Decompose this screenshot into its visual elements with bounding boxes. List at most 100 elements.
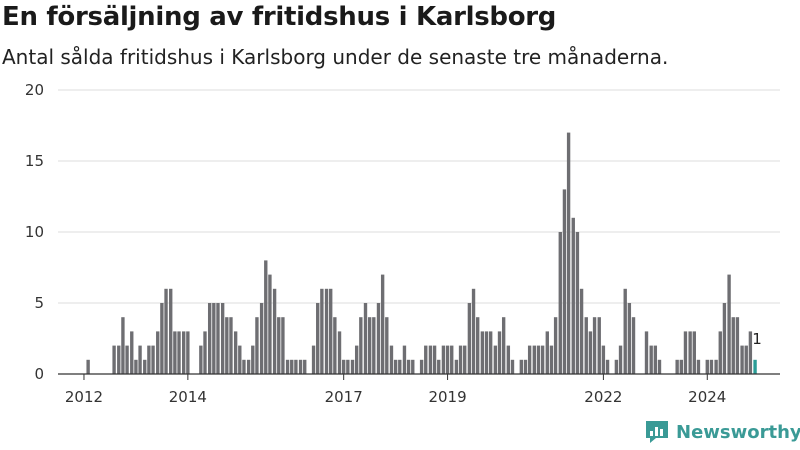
bar [631,317,636,374]
bar [303,359,307,374]
bar [601,345,606,374]
bar [393,359,398,374]
bar [540,345,545,374]
bar [579,288,584,374]
bar [324,288,329,374]
bar [220,303,225,374]
bar [320,288,324,374]
bar [117,345,121,374]
bar [337,331,342,374]
bar [532,345,537,374]
bar [549,345,554,374]
bar [649,345,653,374]
bar [264,260,268,374]
x-tick-label: 2019 [428,388,466,406]
bar [424,345,428,374]
bar [506,345,511,374]
bar-data-label: 1 [752,330,762,348]
bar [182,331,186,374]
x-tick-label: 2022 [584,388,622,406]
bar [86,359,90,374]
bar [709,359,714,374]
bar [255,317,259,374]
bar [290,359,294,374]
bar [519,359,524,374]
bar [657,359,662,374]
bar [705,359,709,374]
bar [207,303,212,374]
bar [177,331,181,374]
y-tick-label: 20 [25,81,44,99]
bar [445,345,450,374]
bar [346,359,350,374]
bar [316,303,320,374]
y-tick-label: 15 [25,152,44,170]
bar [151,345,155,374]
bar [476,317,480,374]
bar [233,331,238,374]
bar [385,317,389,374]
bar [718,331,722,374]
bar [246,359,251,374]
bar [605,359,610,374]
bar [428,345,433,374]
bar [199,345,203,374]
bar [311,345,316,374]
bar [367,317,372,374]
x-tick-label: 2024 [688,388,726,406]
bar [406,359,411,374]
bar [376,303,381,374]
bar [402,345,407,374]
bar [727,274,731,374]
bar [558,232,562,374]
bar [389,345,394,374]
bar [164,288,168,374]
bar [683,331,688,374]
bar [471,288,476,374]
chart-subtitle: Antal sålda fritidshus i Karlsborg under… [2,45,669,69]
bar [744,345,748,374]
bar [575,232,580,374]
bar [272,288,277,374]
bar [112,345,116,374]
bar [130,331,134,374]
x-tick-label: 2012 [65,388,103,406]
bar [242,359,246,374]
bar [294,359,298,374]
bar [675,359,679,374]
bar [653,345,658,374]
bar [571,217,575,374]
axes: 0 5 10 15 20 2012 2014 2017 2019 2022 2024 [25,81,780,406]
bar [722,303,727,374]
bar [488,331,493,374]
bar [359,317,363,374]
bar [354,345,359,374]
bar [458,345,463,374]
newsworthy-logo[interactable]: Newsworthy [644,419,800,445]
bar [454,359,459,374]
bar [156,331,160,374]
bar-highlight [753,359,757,374]
bar [138,345,142,374]
bar [501,317,506,374]
bar [597,317,601,374]
bar [329,288,333,374]
bar [229,317,233,374]
bar [441,345,446,374]
bar [527,345,532,374]
bar [186,331,190,374]
bar [510,359,515,374]
bar [714,359,718,374]
bar [627,303,632,374]
bar [380,274,385,374]
x-tick-label: 2014 [169,388,207,406]
bar [277,317,281,374]
bar [545,331,549,374]
bar [493,345,498,374]
bar [679,359,683,374]
bar [125,345,129,374]
y-tick-label: 0 [34,365,44,383]
bar [372,317,376,374]
bar [692,331,696,374]
